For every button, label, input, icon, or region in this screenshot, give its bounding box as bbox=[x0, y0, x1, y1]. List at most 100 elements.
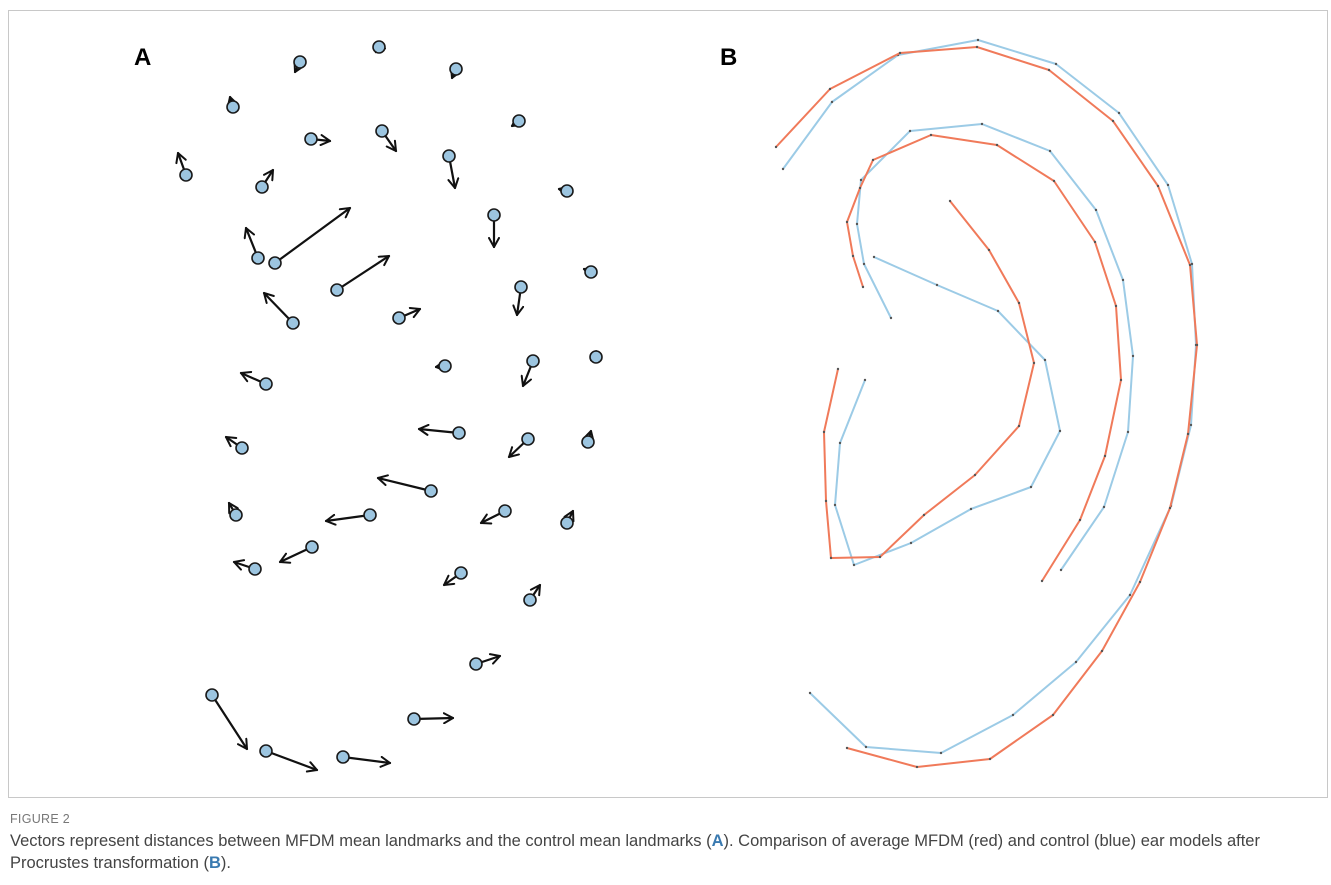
displacement-arrow bbox=[324, 513, 372, 526]
landmark-point bbox=[205, 688, 219, 702]
ear-landmark-dot bbox=[1195, 343, 1199, 347]
landmark-point bbox=[584, 265, 598, 279]
control-ear-curve bbox=[834, 256, 1061, 566]
caption-ref-a[interactable]: A bbox=[711, 832, 724, 850]
ear-landmark-dot bbox=[929, 133, 933, 137]
caption-ref-b[interactable]: B bbox=[208, 854, 221, 872]
displacement-arrow bbox=[262, 291, 295, 325]
ear-landmark-dot bbox=[1074, 660, 1078, 664]
caption-part-1: Vectors represent distances between MFDM… bbox=[10, 832, 712, 850]
panel-a-vector-field bbox=[175, 40, 603, 773]
ear-landmark-dot bbox=[845, 220, 849, 224]
ear-landmark-dot bbox=[908, 129, 912, 133]
landmark-point bbox=[487, 208, 501, 222]
ear-landmark-dot bbox=[898, 51, 902, 55]
landmark-point bbox=[512, 114, 526, 128]
ear-landmark-dot bbox=[781, 167, 785, 171]
mfdm-ear-curve bbox=[846, 134, 1122, 582]
ear-landmark-dot bbox=[830, 100, 834, 104]
landmark-point bbox=[259, 744, 273, 758]
caption-text: Vectors represent distances between MFDM… bbox=[10, 830, 1325, 874]
ear-landmark-dot bbox=[822, 430, 826, 434]
ear-landmark-dot bbox=[935, 283, 939, 287]
ear-landmark-dot bbox=[855, 222, 859, 226]
panel-b-ear-models bbox=[774, 38, 1199, 769]
ear-landmark-dot bbox=[996, 309, 1000, 313]
ear-landmark-dot bbox=[1111, 119, 1115, 123]
landmark-point bbox=[589, 350, 603, 364]
landmark-point bbox=[330, 283, 344, 297]
landmark-point bbox=[375, 124, 389, 138]
landmark-point bbox=[255, 180, 269, 194]
ear-landmark-dot bbox=[861, 285, 865, 289]
ear-landmark-dot bbox=[1011, 713, 1015, 717]
displacement-arrow bbox=[335, 254, 391, 292]
ear-landmark-dot bbox=[1100, 649, 1104, 653]
landmark-point bbox=[438, 359, 452, 373]
ear-landmark-dot bbox=[1103, 454, 1107, 458]
ear-landmark-dot bbox=[1052, 179, 1056, 183]
figure-canvas bbox=[175, 38, 1199, 773]
displacement-arrow bbox=[210, 693, 249, 751]
ear-landmark-dot bbox=[862, 262, 866, 266]
landmark-point bbox=[226, 100, 240, 114]
landmark-point bbox=[268, 256, 282, 270]
ear-landmark-dot bbox=[1029, 485, 1033, 489]
ear-landmark-dot bbox=[864, 745, 868, 749]
ear-landmark-dot bbox=[1047, 68, 1051, 72]
ear-landmark-dot bbox=[1054, 62, 1058, 66]
ear-landmark-dot bbox=[980, 122, 984, 126]
ear-landmark-dot bbox=[1126, 430, 1130, 434]
ear-landmark-dot bbox=[828, 87, 832, 91]
ear-landmark-dot bbox=[1094, 208, 1098, 212]
landmark-point bbox=[449, 62, 463, 76]
ear-landmark-dot bbox=[1188, 263, 1192, 267]
ear-landmark-dot bbox=[922, 513, 926, 517]
ear-landmark-dot bbox=[824, 499, 828, 503]
caption-part-2: ). Comparison of average MFDM (red) and … bbox=[10, 832, 1260, 872]
ear-landmark-dot bbox=[774, 145, 778, 149]
landmark-point bbox=[452, 426, 466, 440]
ear-landmark-dot bbox=[1040, 579, 1044, 583]
ear-landmark-dot bbox=[1048, 149, 1052, 153]
ear-landmark-dot bbox=[852, 563, 856, 567]
ear-landmark-dot bbox=[976, 38, 980, 42]
landmark-point bbox=[560, 184, 574, 198]
landmark-point bbox=[407, 712, 421, 726]
landmark-point bbox=[179, 168, 193, 182]
landmark-point bbox=[523, 593, 537, 607]
ear-landmark-dot bbox=[995, 143, 999, 147]
landmark-point bbox=[424, 484, 438, 498]
ear-landmark-dot bbox=[1119, 378, 1123, 382]
displacement-arrow bbox=[376, 474, 433, 493]
landmark-point bbox=[469, 657, 483, 671]
ear-landmark-dot bbox=[969, 507, 973, 511]
landmark-point bbox=[521, 432, 535, 446]
landmark-point bbox=[259, 377, 273, 391]
ear-landmark-dot bbox=[1043, 358, 1047, 362]
landmark-point bbox=[304, 132, 318, 146]
landmark-point bbox=[442, 149, 456, 163]
ear-landmark-dot bbox=[1078, 518, 1082, 522]
ear-landmark-dot bbox=[859, 178, 863, 182]
control-ear-curve bbox=[856, 123, 1134, 571]
ear-landmark-dot bbox=[863, 378, 867, 382]
ear-landmark-dot bbox=[1032, 361, 1036, 365]
ear-landmark-dot bbox=[871, 158, 875, 162]
ear-landmark-dot bbox=[1114, 304, 1118, 308]
ear-landmark-dot bbox=[939, 751, 943, 755]
ear-landmark-dot bbox=[1128, 593, 1132, 597]
ear-landmark-dot bbox=[1058, 429, 1062, 433]
displacement-arrow bbox=[264, 749, 319, 773]
ear-landmark-dot bbox=[836, 367, 840, 371]
landmark-point bbox=[372, 40, 386, 54]
ear-landmark-dot bbox=[1168, 506, 1172, 510]
caption-part-3: ). bbox=[220, 854, 231, 872]
landmark-point bbox=[229, 508, 243, 522]
landmark-point bbox=[514, 280, 528, 294]
landmark-point bbox=[560, 516, 574, 530]
landmark-point bbox=[251, 251, 265, 265]
ear-landmark-dot bbox=[1131, 354, 1135, 358]
ear-landmark-dot bbox=[1093, 240, 1097, 244]
ear-landmark-dot bbox=[1156, 184, 1160, 188]
